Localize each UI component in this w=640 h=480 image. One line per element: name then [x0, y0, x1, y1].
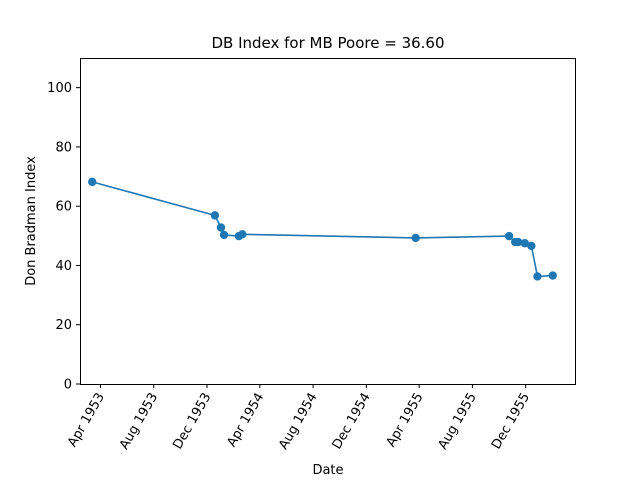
data-point [210, 211, 220, 220]
data-point [411, 233, 420, 243]
x-tick-label: Aug 1955 [436, 391, 480, 453]
data-point [219, 230, 229, 240]
x-tick-label: Dec 1955 [489, 391, 533, 453]
x-tick-label: Apr 1955 [384, 391, 427, 450]
y-tick-label: 80 [55, 140, 72, 155]
series-line [92, 181, 553, 278]
y-tick-label: 0 [64, 378, 72, 393]
x-tick-label: Aug 1953 [117, 391, 161, 453]
data-point [504, 231, 514, 241]
data-point [238, 230, 247, 239]
plot-area [88, 177, 557, 281]
y-tick-label: 100 [47, 81, 72, 96]
data-point [514, 237, 523, 247]
data-point [216, 223, 226, 232]
data-point [520, 239, 529, 248]
x-tick-label: Apr 1954 [224, 391, 267, 450]
y-axis: 0 20 40 60 80 100 [47, 81, 80, 393]
y-tick-label: 60 [55, 200, 72, 215]
chart-title: DB Index for MB Poore = 36.60 [211, 34, 444, 52]
data-point [88, 177, 97, 187]
data-point [527, 241, 536, 251]
y-tick-label: 20 [55, 318, 72, 333]
x-axis-label: Date [312, 463, 343, 478]
plot-frame [80, 58, 576, 385]
x-tick-label: Dec 1953 [170, 391, 214, 453]
x-axis: Apr 1953 Aug 1953 Dec 1953 Apr 1954 Aug 1954… [65, 384, 533, 452]
data-point [548, 271, 557, 280]
data-point [533, 272, 542, 281]
y-tick-label: 40 [55, 259, 72, 274]
x-tick-label: Aug 1954 [276, 391, 320, 453]
y-axis-label: Don Bradman Index [24, 156, 39, 286]
x-tick-label: Apr 1953 [65, 391, 108, 450]
x-tick-label: Dec 1954 [330, 391, 374, 453]
